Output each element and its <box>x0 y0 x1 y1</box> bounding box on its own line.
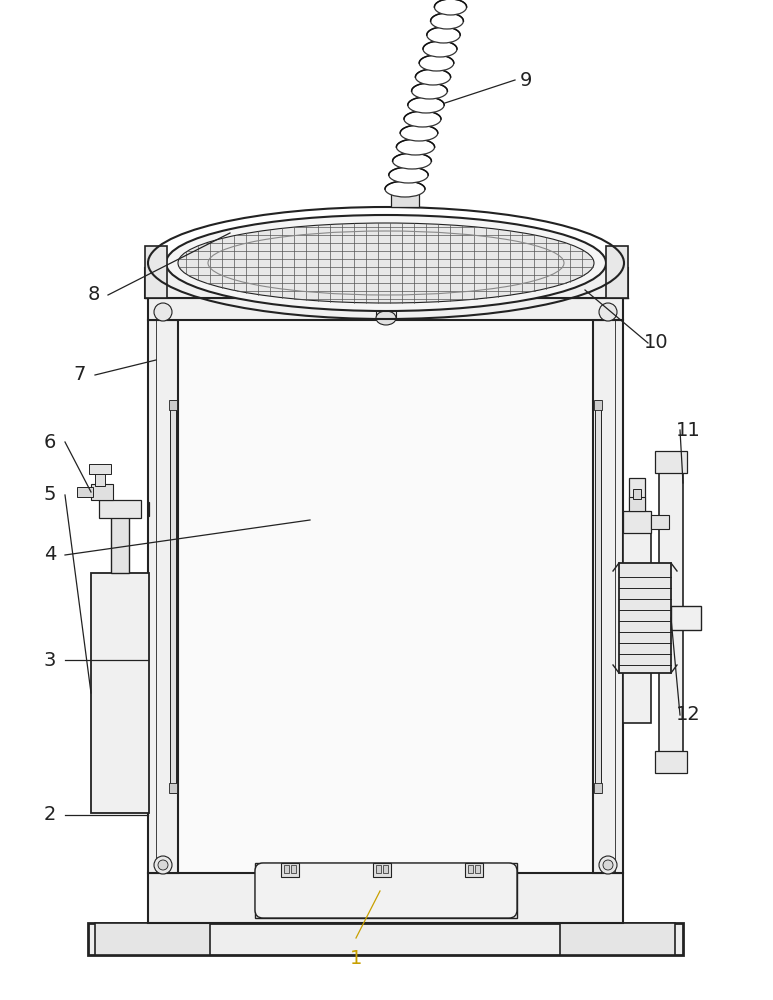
Text: 11: 11 <box>676 420 700 440</box>
Text: 8: 8 <box>88 286 100 304</box>
Text: 3: 3 <box>44 650 56 670</box>
Ellipse shape <box>431 13 463 29</box>
Ellipse shape <box>427 27 460 43</box>
Bar <box>255 863 517 918</box>
Ellipse shape <box>419 55 454 71</box>
Bar <box>619 563 671 673</box>
Bar <box>95 923 210 955</box>
Ellipse shape <box>423 41 457 57</box>
Circle shape <box>154 856 172 874</box>
Bar <box>593 320 623 873</box>
Bar <box>659 453 683 773</box>
Bar <box>145 268 628 298</box>
Bar <box>468 865 473 873</box>
Circle shape <box>599 303 617 321</box>
Ellipse shape <box>415 69 451 85</box>
Bar <box>373 863 391 877</box>
Bar <box>475 865 480 873</box>
Bar <box>465 863 483 877</box>
Ellipse shape <box>385 181 425 197</box>
Text: 1: 1 <box>350 948 363 968</box>
Ellipse shape <box>411 83 448 99</box>
Bar <box>655 751 687 773</box>
Ellipse shape <box>404 111 441 127</box>
Text: 7: 7 <box>73 365 86 384</box>
Bar <box>77 487 93 497</box>
Ellipse shape <box>178 223 594 303</box>
Ellipse shape <box>397 139 434 155</box>
Text: 9: 9 <box>519 70 532 90</box>
Ellipse shape <box>434 0 467 15</box>
Bar <box>169 400 177 410</box>
Text: 5: 5 <box>44 486 56 504</box>
Bar <box>633 489 641 499</box>
Text: 6: 6 <box>44 432 56 452</box>
Bar <box>391 193 419 207</box>
Bar <box>623 528 651 723</box>
Bar <box>95 470 105 486</box>
Ellipse shape <box>376 311 396 325</box>
Bar <box>651 515 669 529</box>
Bar <box>376 865 381 873</box>
Ellipse shape <box>400 125 438 141</box>
Bar <box>560 923 675 955</box>
Bar <box>148 502 149 516</box>
Bar <box>111 513 129 573</box>
Bar <box>623 511 651 533</box>
Bar <box>148 298 623 320</box>
Circle shape <box>599 856 617 874</box>
Ellipse shape <box>376 295 396 309</box>
Bar <box>595 400 601 793</box>
Ellipse shape <box>166 215 606 311</box>
Ellipse shape <box>393 153 431 169</box>
Text: 12: 12 <box>676 706 700 724</box>
Bar <box>606 246 628 298</box>
Bar <box>629 497 645 511</box>
Bar <box>89 464 111 474</box>
Circle shape <box>158 860 168 870</box>
Text: 10: 10 <box>644 334 669 353</box>
Bar <box>148 873 623 923</box>
Bar <box>91 484 113 500</box>
Ellipse shape <box>408 97 444 113</box>
Bar <box>91 573 149 813</box>
Bar <box>629 478 645 528</box>
Bar <box>88 923 683 955</box>
Circle shape <box>154 303 172 321</box>
Text: 4: 4 <box>44 546 56 564</box>
Bar <box>99 500 141 518</box>
Bar <box>169 783 177 793</box>
Bar <box>594 783 602 793</box>
Bar <box>281 863 299 877</box>
Bar <box>148 320 178 873</box>
Bar <box>594 400 602 410</box>
Bar <box>655 451 687 473</box>
Bar <box>170 400 176 793</box>
Bar <box>145 246 167 298</box>
Bar <box>178 320 593 873</box>
Bar <box>671 606 701 630</box>
Bar <box>383 865 388 873</box>
Bar <box>376 302 396 318</box>
Text: 2: 2 <box>44 806 56 824</box>
Bar <box>291 865 296 873</box>
Ellipse shape <box>389 167 428 183</box>
Bar <box>284 865 289 873</box>
FancyBboxPatch shape <box>255 863 517 918</box>
Circle shape <box>603 860 613 870</box>
